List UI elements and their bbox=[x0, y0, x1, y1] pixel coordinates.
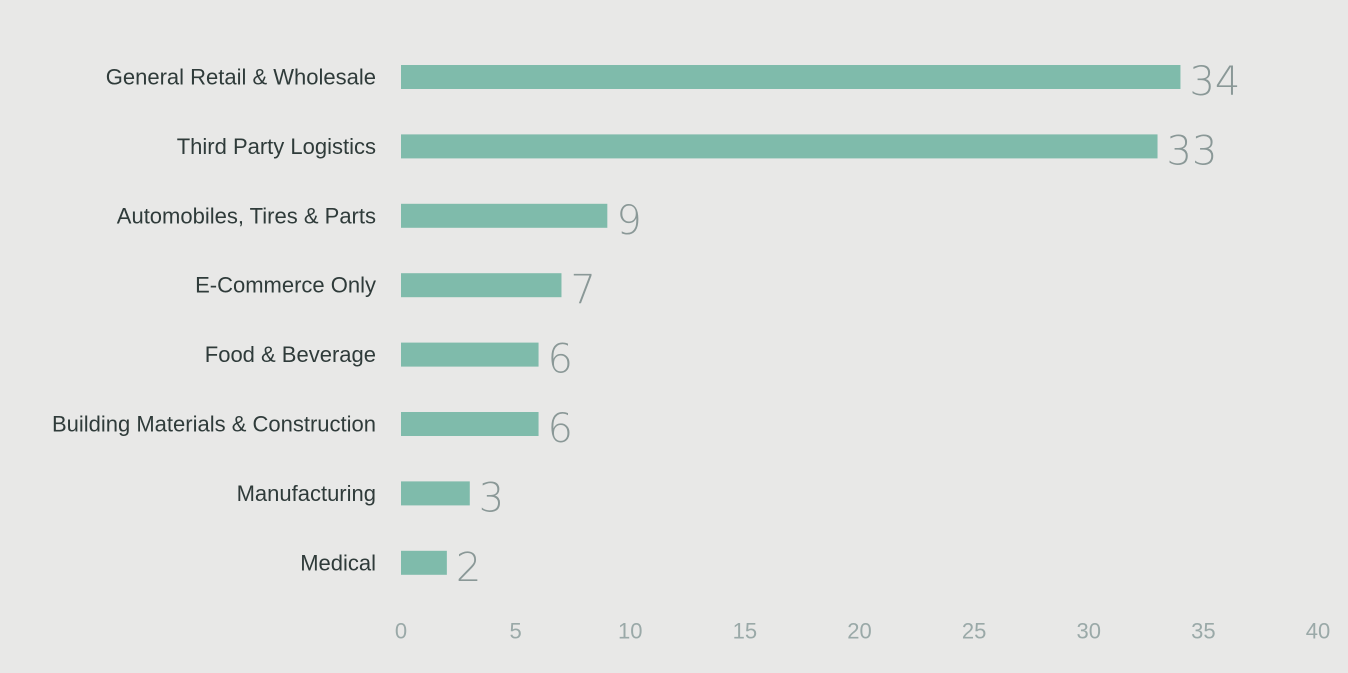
category-label: Medical bbox=[300, 550, 376, 575]
category-labels-group: General Retail & Wholesale Third Party Lo… bbox=[52, 65, 376, 576]
category-label: Food & Beverage bbox=[205, 342, 376, 367]
bars-group bbox=[401, 65, 1181, 575]
x-tick-label: 30 bbox=[1077, 619, 1101, 644]
bar-value-label: 6 bbox=[548, 337, 573, 383]
x-tick-label: 40 bbox=[1306, 619, 1330, 644]
bar-value-label: 9 bbox=[616, 198, 641, 244]
x-tick-label: 35 bbox=[1191, 619, 1215, 644]
x-tick-label: 20 bbox=[847, 619, 871, 644]
category-label: Building Materials & Construction bbox=[52, 412, 376, 437]
x-tick-label: 15 bbox=[733, 619, 757, 644]
bar bbox=[401, 342, 539, 367]
x-tick-label: 25 bbox=[962, 619, 986, 644]
category-label: Third Party Logistics bbox=[177, 134, 376, 159]
bar bbox=[401, 65, 1181, 89]
bar bbox=[401, 134, 1158, 159]
bar bbox=[401, 412, 539, 436]
bar bbox=[401, 481, 470, 506]
bar-value-label: 7 bbox=[570, 267, 595, 313]
category-label: General Retail & Wholesale bbox=[106, 65, 376, 90]
bar-value-label: 34 bbox=[1189, 59, 1240, 105]
bar bbox=[401, 550, 447, 575]
bar-value-label: 3 bbox=[479, 475, 504, 521]
bar bbox=[401, 203, 608, 228]
x-axis-ticks-group: 0 5 10 15 20 25 30 35 40 bbox=[395, 619, 1330, 644]
x-tick-label: 0 bbox=[395, 619, 407, 644]
x-tick-label: 10 bbox=[618, 619, 642, 644]
bar-value-label: 33 bbox=[1167, 128, 1218, 174]
category-label: Automobiles, Tires & Parts bbox=[117, 203, 376, 228]
x-tick-label: 5 bbox=[510, 619, 522, 644]
bar-value-label: 6 bbox=[548, 406, 573, 452]
bar-value-label: 2 bbox=[456, 545, 481, 591]
category-label: Manufacturing bbox=[237, 481, 376, 506]
bar bbox=[401, 273, 562, 298]
category-label: E-Commerce Only bbox=[195, 273, 376, 298]
